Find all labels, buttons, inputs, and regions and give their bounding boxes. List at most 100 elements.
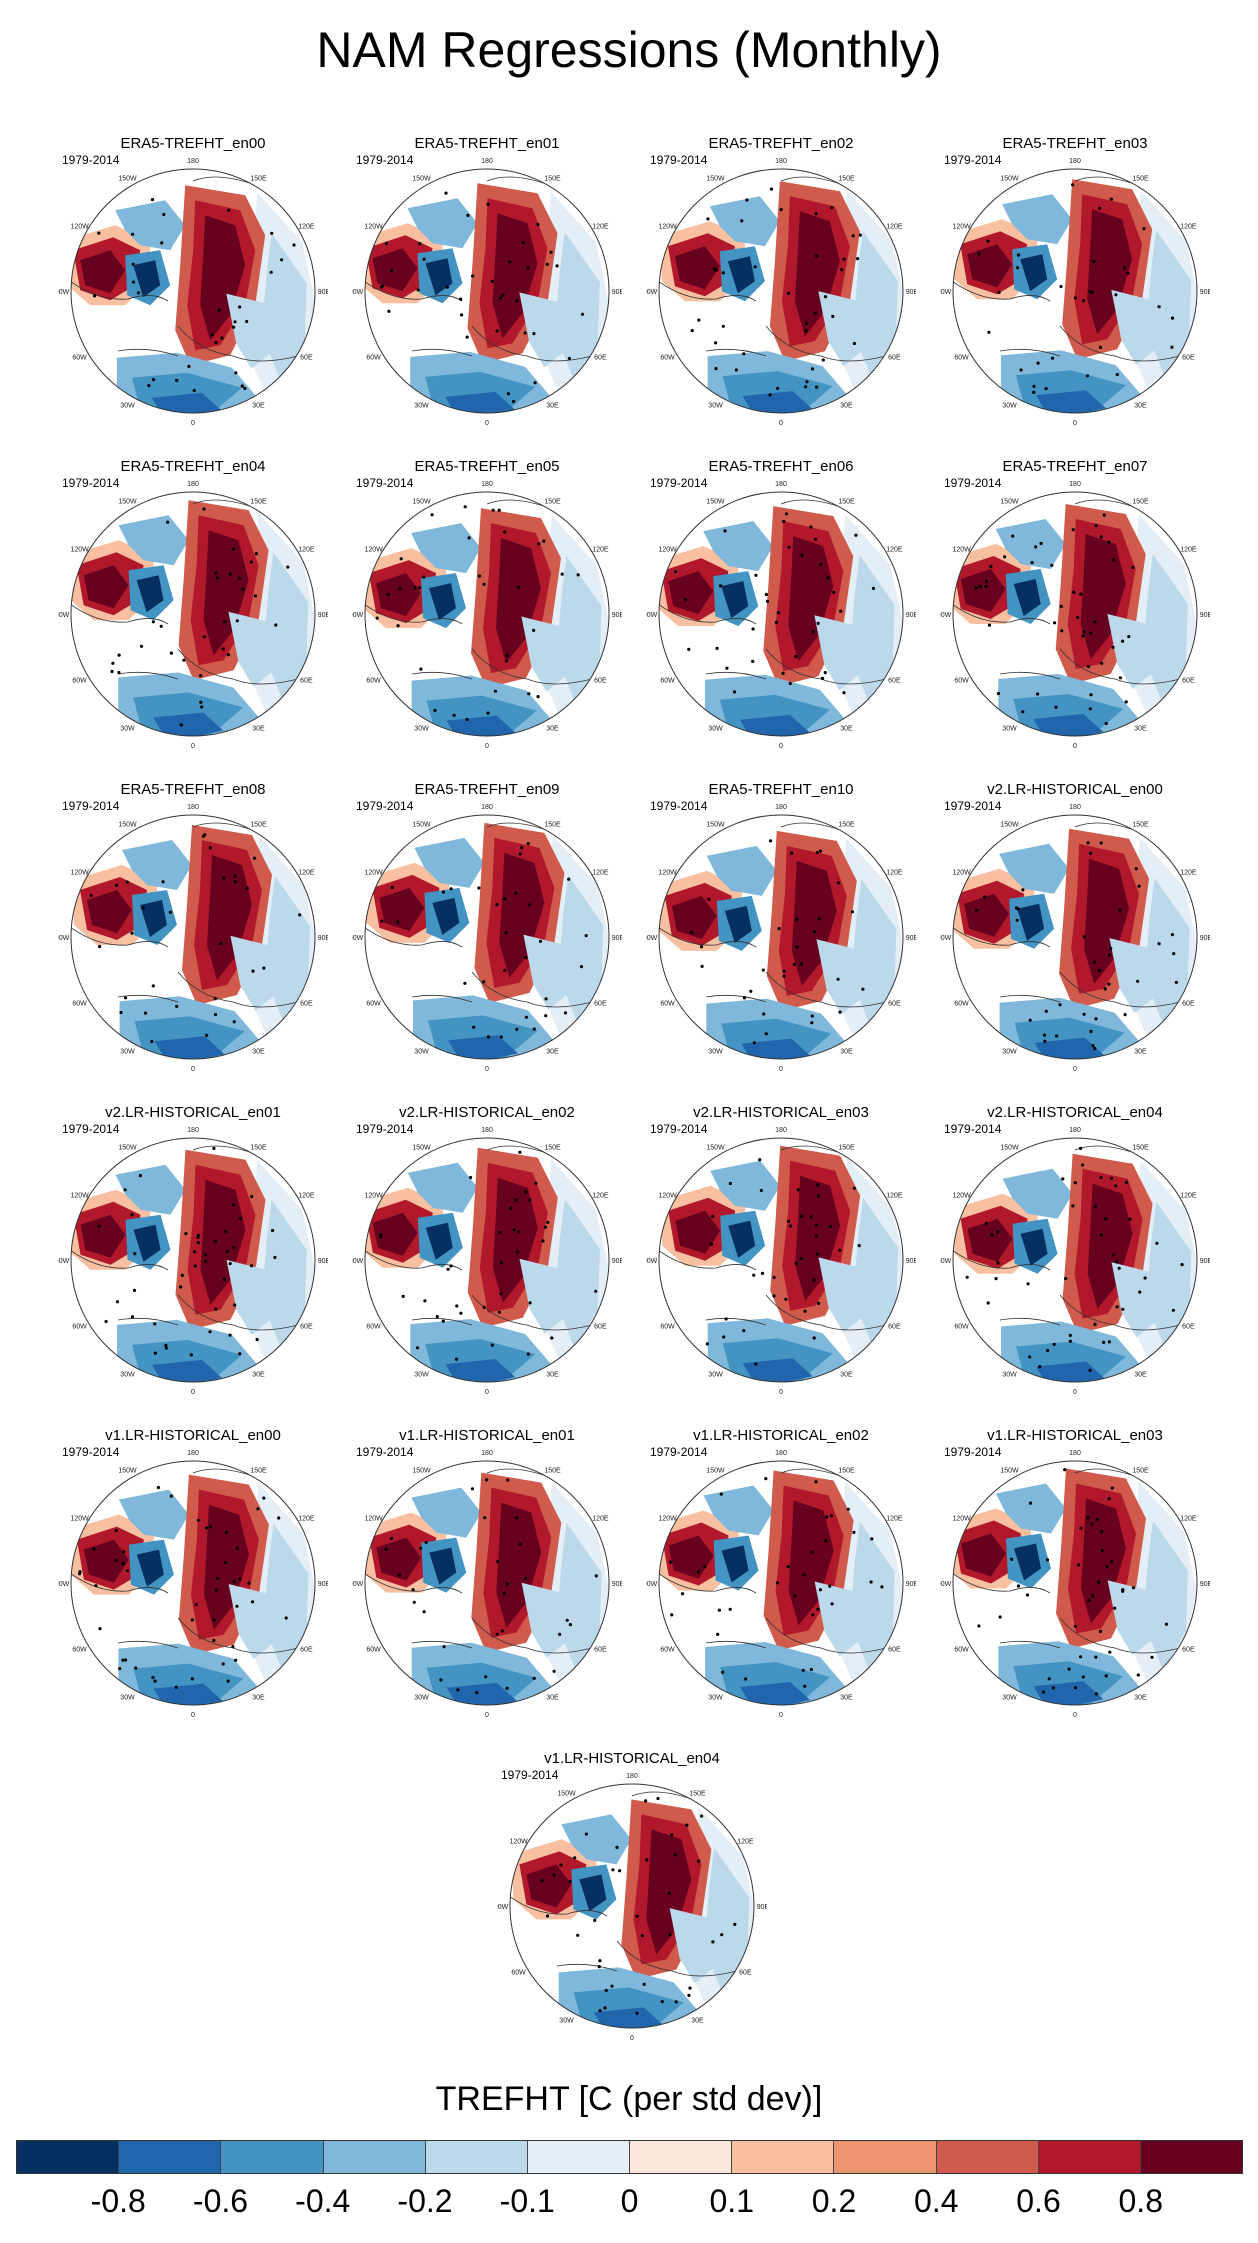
map-panel: v2.LR-HISTORICAL_en04 1979-2014 180 150E 120… <box>940 1104 1210 1404</box>
longitude-label: 180 <box>1069 1450 1081 1457</box>
longitude-label: 60E <box>594 678 607 685</box>
longitude-label: 90W <box>352 935 364 942</box>
longitude-label: 120W <box>70 1516 89 1523</box>
longitude-label: 90W <box>58 612 70 619</box>
colorbar-tick-label: -0.1 <box>499 2183 555 2219</box>
longitude-label: 60W <box>72 1001 87 1008</box>
longitude-label: 150W <box>412 1468 431 1475</box>
colorbar-segment <box>425 2141 528 2173</box>
polar-stereographic-map: 1979-2014 180 150E 120E 90E 60E 30E 0 30W 60W 90W 1… <box>940 1445 1210 1719</box>
longitude-label: 90E <box>1200 935 1210 942</box>
longitude-label: 150E <box>544 822 561 829</box>
longitude-label: 120E <box>592 224 609 231</box>
longitude-label: 30E <box>546 1694 559 1701</box>
longitude-label: 90W <box>352 1258 364 1265</box>
period-label: 1979-2014 <box>62 799 120 813</box>
longitude-label: 60E <box>1182 355 1195 362</box>
longitude-label: 120W <box>952 547 971 554</box>
period-label: 1979-2014 <box>62 1122 120 1136</box>
polar-stereographic-map: 1979-2014 180 150E 120E 90E 60E 30E 0 30W 60W 90W 1… <box>352 799 622 1073</box>
colorbar-segment <box>17 2141 120 2173</box>
colorbar-tick-label: 0.8 <box>1118 2183 1163 2219</box>
longitude-label: 60E <box>594 1001 607 1008</box>
longitude-label: 90W <box>646 289 658 296</box>
longitude-label: 60W <box>72 678 87 685</box>
panel-title: ERA5-TREFHT_en09 <box>414 781 560 798</box>
longitude-label: 60W <box>72 1647 87 1654</box>
longitude-label: 120W <box>658 224 677 231</box>
panel-title: v1.LR-HISTORICAL_en00 <box>105 1427 281 1444</box>
colorbar-segment <box>221 2141 324 2173</box>
longitude-label: 120W <box>952 1193 971 1200</box>
polar-stereographic-map: 1979-2014 180 150E 120E 90E 60E 30E 0 30W 60W 90W 1… <box>58 1122 328 1396</box>
panel-title: v1.LR-HISTORICAL_en02 <box>693 1427 869 1444</box>
longitude-label: 60W <box>366 1647 381 1654</box>
longitude-label: 30E <box>546 725 559 732</box>
longitude-label: 30E <box>840 1694 853 1701</box>
longitude-label: 60W <box>954 1324 969 1331</box>
panel-title: ERA5-TREFHT_en02 <box>708 135 854 152</box>
longitude-label: 30W <box>120 1694 135 1701</box>
map-panel: v2.LR-HISTORICAL_en02 1979-2014 180 150E 120… <box>352 1104 622 1404</box>
figure-title: NAM Regressions (Monthly) <box>316 22 942 78</box>
longitude-label: 180 <box>481 158 493 165</box>
longitude-label: 90W <box>58 935 70 942</box>
period-label: 1979-2014 <box>356 1122 414 1136</box>
longitude-label: 60E <box>1182 1001 1195 1008</box>
longitude-label: 30E <box>252 1694 265 1701</box>
longitude-label: 120E <box>886 1516 903 1523</box>
longitude-label: 30W <box>708 725 723 732</box>
longitude-label: 90W <box>940 1581 952 1588</box>
longitude-label: 30W <box>120 725 135 732</box>
polar-stereographic-map: 1979-2014 180 150E 120E 90E 60E 30E 0 30W 60W 90W 1… <box>940 799 1210 1073</box>
longitude-label: 30W <box>414 1371 429 1378</box>
longitude-label: 30W <box>414 402 429 409</box>
period-label: 1979-2014 <box>650 153 708 167</box>
longitude-label: 180 <box>775 804 787 811</box>
longitude-label: 120W <box>658 1516 677 1523</box>
longitude-label: 150W <box>118 499 137 506</box>
longitude-label: 120E <box>1180 870 1197 877</box>
longitude-label: 60W <box>72 1324 87 1331</box>
period-label: 1979-2014 <box>944 799 1002 813</box>
period-label: 1979-2014 <box>356 799 414 813</box>
longitude-label: 90E <box>1200 612 1210 619</box>
longitude-label: 90W <box>646 1258 658 1265</box>
polar-stereographic-map: 1979-2014 180 150E 120E 90E 60E 30E 0 30W 60W 90W 1… <box>940 476 1210 750</box>
longitude-label: 120W <box>70 547 89 554</box>
map-panel: ERA5-TREFHT_en06 1979-2014 180 150E 120E 90E 6… <box>646 458 916 758</box>
longitude-label: 180 <box>775 481 787 488</box>
longitude-label: 0 <box>1073 420 1077 427</box>
longitude-label: 150W <box>706 499 725 506</box>
longitude-label: 90E <box>612 612 622 619</box>
longitude-label: 90E <box>318 1581 328 1588</box>
longitude-label: 150W <box>118 176 137 183</box>
map-panel: ERA5-TREFHT_en03 1979-2014 180 150E 120E 90E 6… <box>940 135 1210 435</box>
longitude-label: 90W <box>940 289 952 296</box>
longitude-label: 0 <box>191 1712 195 1719</box>
map-panel: ERA5-TREFHT_en02 1979-2014 180 150E 120E 90E 6… <box>646 135 916 435</box>
colorbar-tick-label: 0.1 <box>709 2183 754 2219</box>
period-label: 1979-2014 <box>501 1768 559 1782</box>
longitude-label: 120E <box>592 1516 609 1523</box>
longitude-label: 90W <box>58 1258 70 1265</box>
longitude-label: 90W <box>940 935 952 942</box>
longitude-label: 180 <box>187 481 199 488</box>
longitude-label: 120W <box>70 1193 89 1200</box>
longitude-label: 90E <box>906 289 916 296</box>
longitude-label: 150W <box>118 1145 137 1152</box>
longitude-label: 150E <box>250 499 267 506</box>
longitude-label: 0 <box>485 1712 489 1719</box>
longitude-label: 30E <box>691 2017 704 2024</box>
longitude-label: 30W <box>708 1048 723 1055</box>
longitude-label: 90E <box>906 1581 916 1588</box>
longitude-label: 180 <box>187 158 199 165</box>
longitude-label: 0 <box>485 1389 489 1396</box>
longitude-label: 120W <box>364 547 383 554</box>
longitude-label: 90E <box>757 1904 767 1911</box>
longitude-label: 30W <box>559 2017 574 2024</box>
longitude-label: 0 <box>191 420 195 427</box>
longitude-label: 120W <box>364 870 383 877</box>
longitude-label: 60E <box>300 1001 313 1008</box>
longitude-label: 90W <box>940 1258 952 1265</box>
